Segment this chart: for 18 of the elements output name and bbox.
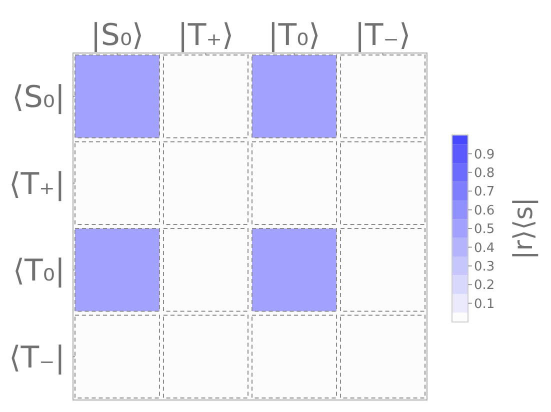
color-bar-label: 0.1 [474,296,495,312]
color-bar-label: 0.2 [474,278,495,294]
y-tick-label: ⟨T₊| [9,166,65,202]
color-bar-label: 0.3 [474,259,495,274]
color-bar-title: |r⟩⟨s| [509,197,539,260]
color-bar-label: 0.6 [474,203,495,218]
color-bar-label: 0.8 [474,166,495,181]
y-tick-label: ⟨T₀| [12,254,65,289]
color-bar-label: 0.4 [474,240,495,256]
x-tick-label: |T₀⟩ [268,18,320,53]
x-tick-label: |T₋⟩ [354,18,411,53]
color-bar-label: 0.9 [474,147,495,162]
color-bar-label: 0.7 [474,184,495,200]
x-tick-label: |T₊⟩ [178,18,234,53]
color-bar-label: 0.5 [474,222,495,238]
y-tick-label: ⟨S₀| [12,80,65,116]
y-tick-label: ⟨T₋| [9,340,65,376]
x-tick-label: |S₀⟩ [90,18,144,53]
